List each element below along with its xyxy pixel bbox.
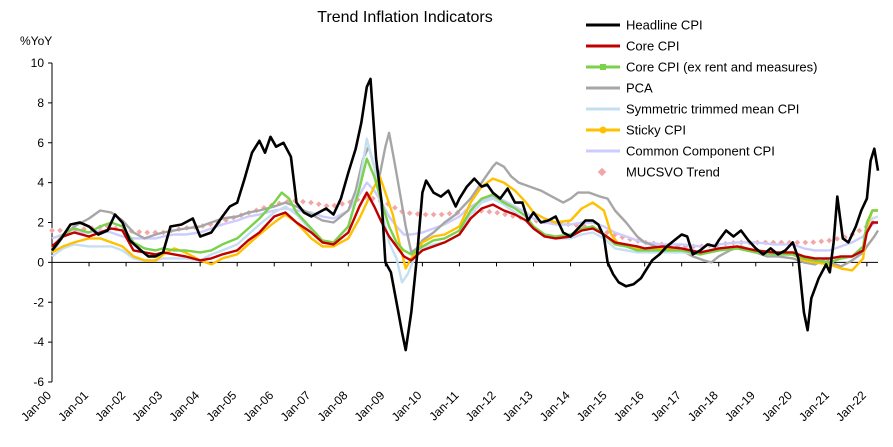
trend-point [494, 209, 501, 216]
legend-label: Core CPI [626, 39, 679, 54]
trend-point [794, 239, 801, 246]
x-tick-label: Jan-21 [796, 388, 832, 424]
legend-item-sticky-cpi: Sticky CPI [586, 123, 686, 138]
legend-item-headline-cpi: Headline CPI [586, 18, 703, 33]
trend-point [604, 229, 611, 236]
x-tick-label: Jan-10 [389, 388, 425, 424]
trend-point [826, 237, 833, 244]
trend-point [136, 229, 143, 235]
x-tick-label: Jan-20 [759, 388, 795, 424]
series-headline-cpi-line [50, 77, 880, 352]
y-tick-label: 8 [37, 96, 44, 110]
trend-point [446, 210, 453, 217]
x-tick-label: Jan-00 [18, 388, 54, 424]
x-tick-label: Jan-08 [315, 388, 351, 424]
trend-point [414, 211, 421, 217]
trend-point [323, 203, 330, 209]
x-tick-label: Jan-16 [611, 388, 647, 424]
trend-point [810, 239, 817, 246]
y-tick-label: 0 [37, 255, 44, 269]
series-core-cpi-ex-rent-and-measures-line [51, 157, 878, 264]
legend-item-core-cpi: Core CPI [586, 39, 679, 54]
y-tick-label: -2 [33, 295, 44, 309]
x-tick-label: Jan-22 [833, 388, 869, 424]
x-tick-label: Jan-12 [463, 388, 499, 424]
x-tick-label: Jan-11 [426, 388, 461, 423]
trend-point [486, 208, 493, 215]
legend-marker [599, 126, 607, 134]
x-tick-label: Jan-13 [500, 388, 536, 424]
legend-swatch [597, 167, 607, 177]
trend-point [339, 201, 346, 207]
legend-item-mucsvo-trend: MUCSVO Trend [597, 165, 720, 180]
legend-label: PCA [626, 81, 653, 96]
x-tick-label: Jan-06 [241, 388, 277, 424]
legend-label: Core CPI (ex rent and measures) [626, 60, 817, 75]
x-tick-label: Jan-03 [129, 388, 165, 424]
trend-point [834, 236, 840, 242]
y-tick-label: 10 [31, 56, 45, 70]
legend-marker [600, 64, 606, 70]
y-tick-label: 6 [37, 136, 44, 150]
x-tick-label: Jan-09 [352, 388, 388, 424]
series-core-cpi-line [51, 191, 878, 262]
x-tick-label: Jan-19 [722, 388, 758, 424]
x-tick-label: Jan-15 [574, 388, 610, 424]
trend-point [430, 211, 437, 218]
y-tick-label: -4 [33, 335, 44, 349]
legend-label: Symmetric trimmed mean CPI [626, 102, 799, 117]
x-tick-label: Jan-04 [166, 388, 202, 424]
trend-point [422, 211, 429, 218]
trend-point [406, 210, 413, 216]
x-tick-label: Jan-07 [278, 388, 314, 424]
y-axis-label: %YoY [20, 34, 52, 48]
legend-label: Headline CPI [626, 18, 703, 33]
chart-title: Trend Inflation Indicators [317, 9, 493, 26]
trend-point [856, 227, 863, 234]
y-tick-label: -6 [33, 375, 44, 389]
x-tick-label: Jan-05 [203, 388, 239, 424]
trend-point [300, 198, 306, 205]
trend-point [818, 238, 825, 245]
trend-point [308, 199, 314, 206]
trend-point [438, 211, 445, 218]
legend-item-symmetric-trimmed-mean-cpi: Symmetric trimmed mean CPI [586, 102, 799, 117]
x-tick-label: Jan-01 [55, 388, 91, 424]
trend-point [49, 227, 55, 234]
y-tick-label: 2 [37, 216, 44, 230]
x-tick-label: Jan-14 [537, 388, 573, 424]
legend-item-pca: PCA [586, 81, 653, 96]
series-layer [49, 77, 880, 352]
y-tick-label: 4 [37, 176, 44, 190]
legend-item-core-cpi-ex-rent-and-measures: Core CPI (ex rent and measures) [586, 60, 817, 75]
trend-point [144, 229, 151, 236]
x-tick-label: Jan-18 [685, 388, 721, 424]
legend-label: MUCSVO Trend [626, 165, 720, 180]
legend-label: Common Component CPI [626, 144, 775, 159]
legend: Headline CPI Core CPI Core CPI (ex rent an… [586, 18, 817, 180]
x-tick-label: Jan-17 [648, 388, 684, 424]
trend-point [502, 211, 508, 218]
trend-point [802, 239, 809, 246]
x-tick-label: Jan-02 [92, 388, 128, 424]
legend-label: Sticky CPI [626, 123, 686, 138]
trend-point [392, 204, 398, 211]
legend-item-common-component-cpi: Common Component CPI [586, 144, 775, 159]
trend-point [315, 201, 322, 208]
trend-point [57, 227, 63, 234]
